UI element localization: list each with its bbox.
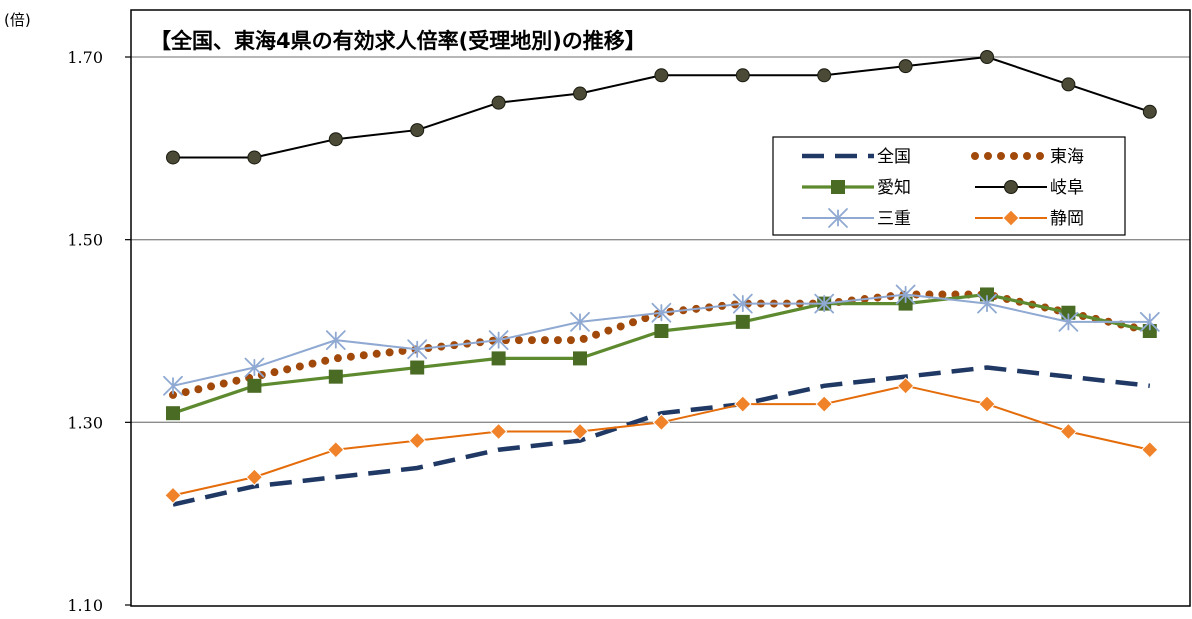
legend-label: 愛知 — [877, 178, 911, 198]
marker-circle — [817, 68, 832, 83]
y-tick-label: 1.30 — [67, 413, 103, 432]
legend-item-東海: 東海 — [971, 147, 1084, 167]
marker-square — [573, 351, 587, 366]
marker-diamond — [245, 468, 264, 486]
legend-label: 東海 — [1050, 147, 1084, 167]
marker-square — [735, 314, 750, 329]
marker-diamond — [896, 377, 915, 395]
marker-square — [247, 378, 262, 393]
series-三重 — [163, 284, 1160, 396]
series-line — [172, 365, 1151, 507]
legend-item-愛知: 愛知 — [802, 178, 911, 198]
marker-square — [328, 369, 343, 384]
y-tick-label: 1.70 — [67, 48, 103, 67]
marker-asterisk — [1058, 311, 1079, 332]
series-静岡 — [164, 377, 1159, 505]
y-tick-label: 1.50 — [67, 231, 103, 250]
legend-label: 三重 — [877, 209, 911, 229]
marker-asterisk — [163, 375, 183, 396]
marker-diamond — [408, 431, 426, 450]
marker-diamond — [978, 395, 996, 413]
marker-square — [980, 287, 994, 302]
marker-asterisk — [895, 284, 916, 305]
series-全国 — [172, 365, 1151, 507]
legend-item-三重: 三重 — [802, 208, 911, 229]
marker-diamond — [327, 441, 345, 459]
marker-asterisk — [651, 302, 672, 323]
marker-diamond — [489, 422, 508, 441]
marker-circle — [410, 123, 425, 138]
marker-square — [1142, 324, 1157, 338]
marker-square — [410, 360, 425, 375]
marker-square — [1061, 305, 1076, 320]
marker-circle — [1061, 77, 1076, 92]
marker-diamond — [815, 395, 833, 413]
marker-asterisk — [814, 293, 835, 314]
marker-square — [898, 296, 913, 311]
y-axis-unit-label: (倍) — [4, 11, 31, 29]
chart-title: 【全国、東海4県の有効求人倍率(受理地別)の推移】 — [150, 29, 646, 53]
marker-circle — [1142, 104, 1157, 119]
legend-label: 岐阜 — [1050, 178, 1084, 198]
marker-asterisk — [828, 208, 848, 228]
legend-item-静岡: 静岡 — [975, 209, 1084, 229]
series-愛知 — [166, 287, 1157, 421]
marker-diamond — [1002, 209, 1020, 227]
legend-label: 静岡 — [1050, 209, 1084, 229]
marker-circle — [980, 50, 994, 64]
marker-asterisk — [1139, 311, 1160, 332]
marker-circle — [735, 68, 750, 83]
marker-circle — [328, 132, 343, 147]
marker-asterisk — [570, 311, 590, 332]
marker-circle — [1004, 180, 1018, 194]
series-岐阜 — [166, 50, 1157, 165]
marker-circle — [166, 150, 180, 165]
legend-item-全国: 全国 — [802, 147, 911, 167]
marker-square — [831, 180, 845, 194]
marker-circle — [898, 59, 913, 74]
plot-area-frame — [130, 9, 1191, 607]
marker-asterisk — [977, 293, 997, 314]
marker-circle — [654, 68, 669, 83]
marker-asterisk — [244, 357, 265, 378]
marker-diamond — [164, 486, 182, 505]
legend-label: 全国 — [877, 147, 911, 167]
legend-item-岐阜: 岐阜 — [975, 178, 1084, 198]
marker-diamond — [571, 422, 589, 441]
marker-diamond — [1059, 422, 1078, 441]
marker-circle — [573, 86, 587, 101]
marker-circle — [491, 95, 506, 110]
marker-square — [166, 406, 180, 421]
marker-asterisk — [488, 330, 509, 351]
marker-asterisk — [732, 293, 753, 314]
marker-diamond — [1141, 441, 1159, 459]
marker-diamond — [734, 395, 752, 413]
marker-asterisk — [407, 339, 428, 360]
y-tick-label: 1.10 — [67, 596, 103, 615]
marker-square — [654, 324, 669, 338]
marker-diamond — [652, 413, 671, 432]
marker-circle — [247, 150, 262, 165]
marker-asterisk — [325, 330, 346, 351]
marker-square — [491, 351, 506, 366]
